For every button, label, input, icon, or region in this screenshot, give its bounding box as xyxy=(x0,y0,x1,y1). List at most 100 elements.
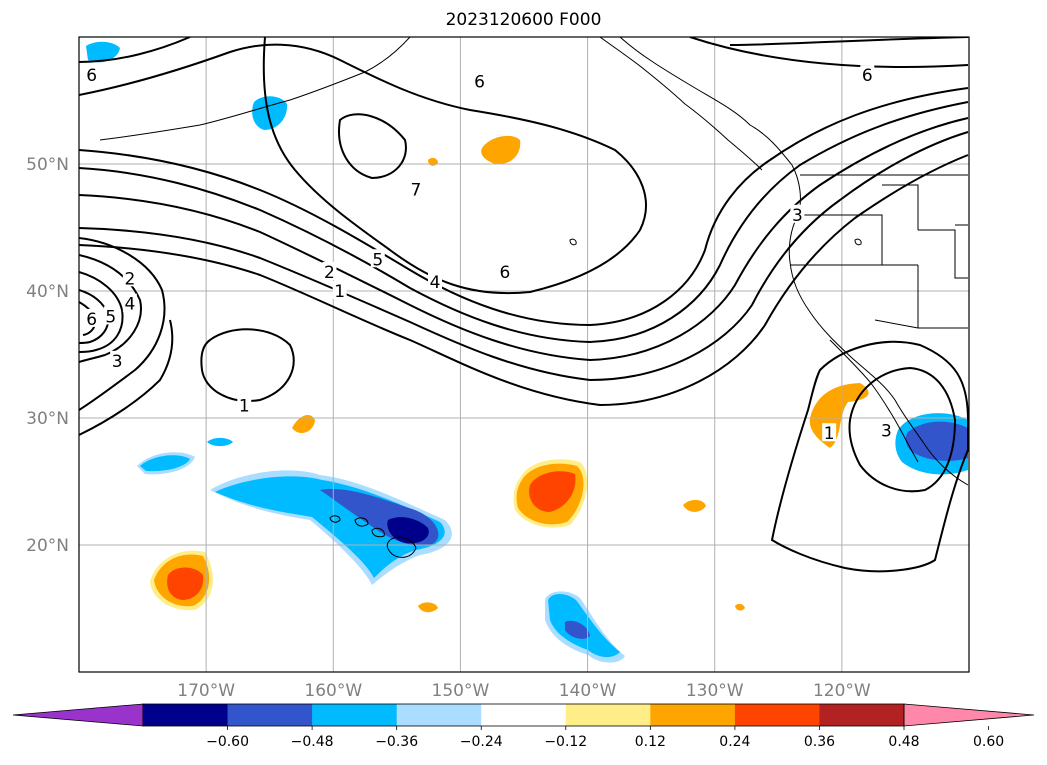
coastlines xyxy=(99,37,969,558)
lon-tick-label: 160°W xyxy=(304,681,362,701)
contour-label-bg xyxy=(110,350,125,369)
contour-label: 7 xyxy=(411,180,422,200)
contour-label: 3 xyxy=(112,352,123,372)
colorbar-segment xyxy=(143,704,229,726)
contour-1-west xyxy=(79,237,166,411)
coastline-alaska-islands xyxy=(99,37,411,141)
contour-label-bg xyxy=(428,272,442,291)
contour-label-bg xyxy=(879,420,894,439)
border-us-mexico xyxy=(874,319,968,329)
colorbar-segment xyxy=(734,704,820,726)
coastline-north-america xyxy=(619,37,969,486)
contour-label: 6 xyxy=(862,66,873,86)
neg-patch-west-mid xyxy=(140,455,190,472)
contour-1-southeast xyxy=(770,340,969,573)
contour-1-loop xyxy=(200,328,295,402)
anomaly-fills xyxy=(86,41,968,663)
contour-label-bg xyxy=(860,65,875,84)
contour-label-bg xyxy=(237,395,252,414)
pos-patch-small-5 xyxy=(735,603,745,611)
contour-label: 3 xyxy=(792,206,803,226)
state-line-1 xyxy=(800,214,883,265)
contour-label: 4 xyxy=(430,273,441,293)
longitude-labels: 170°W 160°W 150°W 140°W 130°W 120°W xyxy=(177,681,871,701)
contour-label-bg xyxy=(370,249,385,268)
contour-7 xyxy=(338,113,407,180)
colorbar-tick-label: 0.24 xyxy=(719,734,750,750)
contour-label: 5 xyxy=(105,307,116,327)
lat-tick-label: 30°N xyxy=(26,409,69,429)
colorbar-segment xyxy=(227,704,313,726)
contour-label: 1 xyxy=(824,424,835,444)
contour-6-north-west xyxy=(79,37,191,63)
map-title: 2023120600 F000 xyxy=(445,10,602,30)
contour-label-bg xyxy=(790,204,805,223)
lat-tick-label: 50°N xyxy=(26,155,69,175)
colorbar-tick-label: 0.60 xyxy=(973,734,1004,750)
contour-2-west xyxy=(79,254,142,363)
island-hawaii-2 xyxy=(354,517,369,527)
colorbar-extend-low xyxy=(12,703,144,727)
contour-2-main xyxy=(79,131,969,382)
colorbar-outline xyxy=(142,703,905,727)
state-line-3 xyxy=(882,184,919,230)
neg-patch-south-mid xyxy=(548,594,620,658)
colorbar-segment xyxy=(481,704,567,726)
contour-label: 3 xyxy=(881,422,892,442)
pos-patch-small-4 xyxy=(428,157,438,166)
colorbar-segment xyxy=(396,704,482,726)
contour-label-bg xyxy=(497,261,512,280)
contour-label: 5 xyxy=(372,250,383,270)
contour-3-main xyxy=(79,117,969,362)
neg-patch-south-core xyxy=(565,620,590,639)
neg-patch-aleutian xyxy=(252,96,288,130)
colorbar-tick-label: −0.12 xyxy=(544,734,587,750)
pos-patch-coast xyxy=(809,383,869,448)
neg-patch-small xyxy=(207,437,233,447)
island-hawaii-3 xyxy=(371,527,385,538)
contour-label-bg xyxy=(84,308,99,327)
contour-label-bg xyxy=(322,261,337,280)
lon-tick-label: 120°W xyxy=(813,681,871,701)
contour-1-main xyxy=(79,154,969,407)
contour-label-bg xyxy=(472,71,487,90)
coastline-alaska-panhandle xyxy=(599,37,763,171)
state-line-4 xyxy=(918,229,968,279)
pos-patch-small-1 xyxy=(292,414,315,434)
colorbar-tick-label: −0.24 xyxy=(460,734,503,750)
contour-lines xyxy=(79,37,969,573)
map-frame xyxy=(78,36,970,673)
contour-6-ne xyxy=(729,37,969,46)
island-small-2 xyxy=(854,238,862,246)
contour-label-bg xyxy=(84,65,99,84)
lon-tick-label: 140°W xyxy=(559,681,617,701)
neg-patch-aleutian-w xyxy=(86,41,120,63)
contour-label: 2 xyxy=(124,269,135,289)
lat-tick-label: 40°N xyxy=(26,282,69,302)
pos-patch-north xyxy=(481,135,521,165)
contour-label-bg xyxy=(122,268,137,287)
contour-label: 4 xyxy=(124,295,135,315)
contour-label-bg xyxy=(103,306,118,325)
colorbar-segment xyxy=(819,704,905,726)
colorbar: −0.60 −0.48 −0.36 −0.24 −0.12 0.12 0.24 0.36 0.4… xyxy=(12,703,1035,750)
contour-label: 6 xyxy=(500,263,511,283)
island-hawaii-big xyxy=(386,536,417,558)
pos-patch-hawaii-ne-high xyxy=(529,471,576,512)
contour-4-west xyxy=(79,289,110,344)
contour-3-southeast xyxy=(848,366,957,493)
colorbar-tick-label: −0.48 xyxy=(291,734,334,750)
pos-patch-small-2 xyxy=(683,499,706,512)
pos-patch-sw-high xyxy=(167,567,204,600)
contour-5-main xyxy=(79,87,969,327)
contour-3-west xyxy=(79,271,124,353)
contour-6-north xyxy=(79,37,647,295)
contour-label: 1 xyxy=(334,282,345,302)
pos-patch-small-3 xyxy=(418,602,438,613)
contour-1-southwest xyxy=(79,319,174,436)
lat-tick-label: 20°N xyxy=(26,536,69,556)
colorbar-tick-label: −0.36 xyxy=(375,734,418,750)
